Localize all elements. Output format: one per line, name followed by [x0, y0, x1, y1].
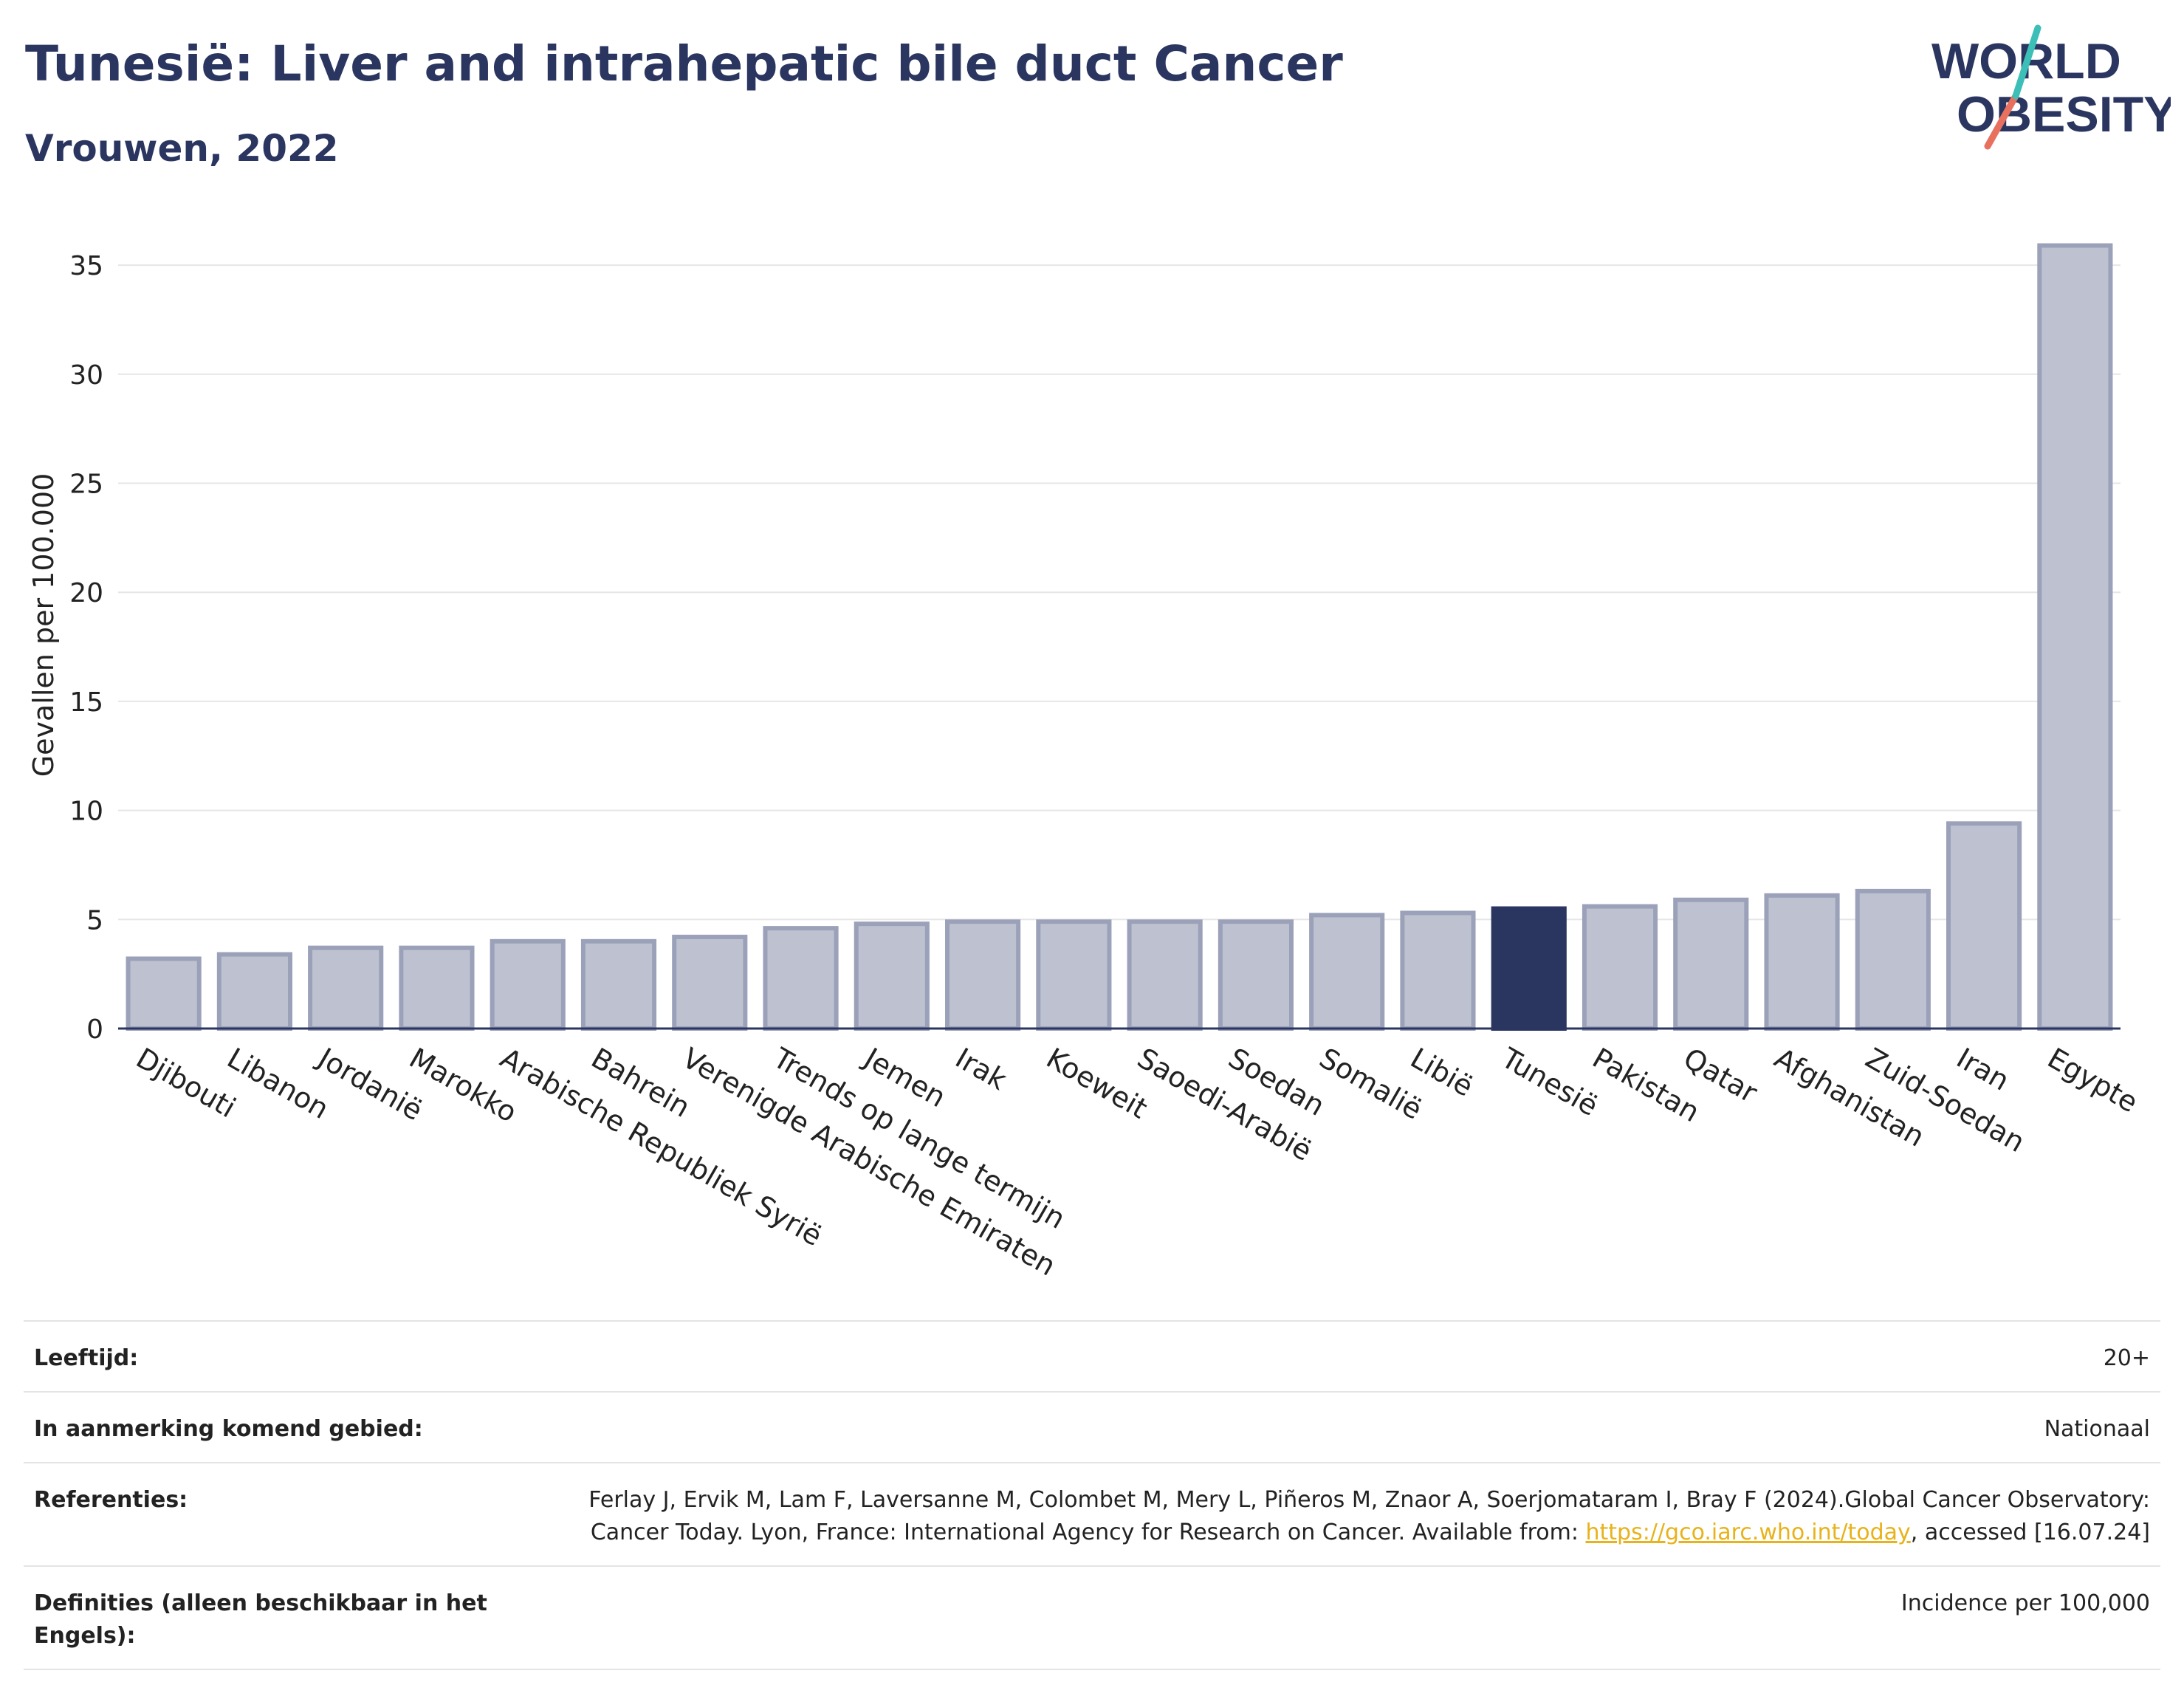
y-tick-label: 25 — [69, 469, 103, 499]
x-tick-label: Koeweit — [1041, 1042, 1153, 1125]
bars — [126, 243, 2113, 1031]
bar-verenigde-arabische-emiraten — [672, 934, 748, 1031]
area-label: In aanmerking komend gebied: — [34, 1416, 423, 1442]
bar-libanon — [216, 952, 292, 1031]
x-tick-label: Jordanië — [312, 1041, 428, 1127]
bar-zuid-soedan — [1855, 888, 1931, 1031]
bar-iran — [1946, 821, 2022, 1031]
age-value: 20+ — [2103, 1345, 2150, 1371]
bar-irak — [945, 919, 1021, 1031]
x-tick-label: Egypte — [2042, 1042, 2143, 1119]
bar-soedan — [1218, 919, 1294, 1031]
y-tick-label: 20 — [69, 578, 103, 608]
x-tick-label: Tunesië — [1495, 1041, 1603, 1122]
x-tick-label: Irak — [950, 1042, 1012, 1096]
age-label: Leeftijd: — [34, 1345, 139, 1371]
y-tick-label: 30 — [69, 360, 103, 391]
y-tick-label: 35 — [69, 251, 103, 281]
bar-bahrein — [580, 938, 657, 1031]
y-tick-label: 0 — [86, 1014, 103, 1045]
bar-jemen — [854, 921, 930, 1031]
info-row-definitions: Definities (alleen beschikbaar in het En… — [24, 1565, 2160, 1670]
bar-pakistan — [1582, 904, 1658, 1031]
x-tick-label: Djibouti — [131, 1042, 241, 1125]
world-obesity-logo: WORLD OBESITY — [1931, 24, 2171, 150]
y-tick-label: 10 — [69, 797, 103, 827]
definitions-label: Definities (alleen beschikbaar in het En… — [34, 1590, 487, 1649]
y-axis-label: Gevallen per 100.000 — [27, 473, 60, 777]
x-axis-labels: DjiboutiLibanonJordaniëMarokkoArabische … — [131, 1041, 2143, 1283]
x-tick-label: Libanon — [222, 1042, 334, 1125]
bar-djibouti — [126, 956, 202, 1031]
x-tick-label: Iran — [1951, 1042, 2015, 1097]
info-row-area: In aanmerking komend gebied: Nationaal — [24, 1391, 2160, 1462]
y-axis-ticks: 0 5 10 15 20 25 30 35 — [69, 251, 103, 1045]
x-tick-label: Somalië — [1314, 1042, 1428, 1126]
bar-qatar — [1673, 897, 1749, 1031]
chart-title: Tunesië: Liver and intrahepatic bile duc… — [25, 35, 1343, 92]
definitions-value: Incidence per 100,000 — [1900, 1590, 2150, 1616]
chart-subtitle: Vrouwen, 2022 — [25, 127, 339, 170]
bar-marokko — [399, 945, 475, 1031]
bar-chart: 0 5 10 15 20 25 30 35 DjiboutiLibanonJordaniëMa… — [27, 243, 2143, 1283]
bar-koeweit — [1036, 919, 1112, 1031]
references-label: Referenties: — [34, 1487, 188, 1513]
info-row-references: Referenties: Ferlay J, Ervik M, Lam F, L… — [24, 1462, 2160, 1565]
references-value: Ferlay J, Ervik M, Lam F, Laversanne M, … — [526, 1484, 2150, 1549]
bar-jordani- — [308, 945, 384, 1031]
bar-arabische-republiek-syri- — [490, 938, 566, 1031]
references-link[interactable]: https://gco.iarc.who.int/today — [1585, 1520, 1911, 1545]
area-value: Nationaal — [2044, 1416, 2150, 1442]
bar-saoedi-arabi- — [1127, 919, 1203, 1031]
y-tick-label: 15 — [69, 687, 103, 718]
bar-tunesi- — [1491, 906, 1567, 1031]
references-text-1: Ferlay J, Ervik M, Lam F, Laversanne M, … — [588, 1487, 2150, 1545]
bar-afghanistan — [1764, 893, 1840, 1031]
info-row-age: Leeftijd: 20+ — [24, 1320, 2160, 1391]
bar-trends-op-lange-termijn — [763, 926, 839, 1031]
bar-egypte — [2037, 243, 2113, 1031]
info-table: Leeftijd: 20+ In aanmerking komend gebie… — [24, 1320, 2160, 1670]
bar-somali- — [1309, 913, 1385, 1031]
bar-libi- — [1400, 910, 1476, 1031]
y-tick-label: 5 — [86, 905, 103, 935]
references-text-2: , accessed [16.07.24] — [1910, 1520, 2150, 1545]
